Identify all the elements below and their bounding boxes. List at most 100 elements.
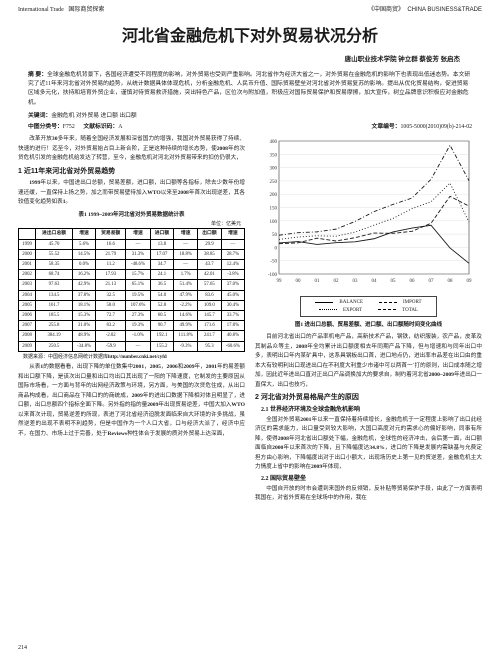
header-right-cn: 《中国商贸》 [368, 7, 404, 13]
table-cell: 55.52 [36, 249, 73, 259]
svg-text:99: 99 [277, 279, 283, 284]
table-row: 2007255.831.0%83.219.3%90.749.9%171.617.… [19, 321, 245, 331]
table-cell: 33.7% [221, 310, 244, 320]
table-cell: 29.9 [198, 239, 222, 249]
table-cell: 49.9% [174, 321, 198, 331]
header-left-cn: 国际商贸探索 [68, 7, 104, 13]
table-header-cell: 贸易差额 [96, 229, 126, 239]
table-cell: 2008 [19, 331, 36, 341]
class-no: F752 [63, 124, 75, 130]
table-header-cell [19, 229, 36, 239]
svg-text:00: 00 [296, 279, 302, 284]
table-header-cell: 进出口总额 [36, 229, 73, 239]
legend-item: IMPORT [375, 300, 426, 305]
svg-text:-50: -50 [270, 260, 277, 265]
svg-text:150: 150 [270, 207, 278, 212]
article-no-label: 文章编号： [372, 124, 401, 130]
table-cell: 11.2 [96, 260, 126, 270]
svg-text:08: 08 [448, 279, 454, 284]
table-cell: 145.7 [198, 310, 222, 320]
svg-text:09: 09 [467, 279, 473, 284]
table-row: 2009250.5-34.8%-59.9—155.2-9.3%95.3-60.6… [19, 341, 245, 351]
chart-legend: BALANCE IMPORT EXPORT TOTAL [255, 294, 482, 317]
svg-text:01: 01 [315, 279, 321, 284]
svg-text:06: 06 [410, 279, 416, 284]
table-cell: 185.5 [36, 310, 73, 320]
svg-text:03: 03 [353, 279, 359, 284]
svg-text:350: 350 [270, 153, 278, 158]
table-cell: 45.70 [36, 239, 73, 249]
body-columns: 改革开放30多年来，随着全国经济发展和深省国力的增强，我国对外贸易获得了持续、快… [0, 135, 500, 505]
table-cell: 28.7% [221, 249, 244, 259]
table-row: 2005161.718.1%58.0107.6%52.8-2.2%109.030… [19, 300, 245, 310]
left-column: 改革开放30多年来，随着全国经济发展和深省国力的增强，我国对外贸易获得了持续、快… [18, 135, 245, 505]
class-no-label: 中图分类号： [28, 124, 63, 130]
table-cell: 14.5% [72, 249, 95, 259]
table-unit: 单位：亿美元 [18, 221, 245, 229]
table-cell: 15.3% [72, 310, 95, 320]
intro-para: 改革开放30多年来，随着全国经济发展和深省国力的增强，我国对外贸易获得了持续、快… [18, 135, 245, 164]
page-number: 214 [18, 644, 27, 653]
table-cell: 2002 [19, 270, 36, 280]
chart-caption: 图1 进出口总额、贸易差额、进口额、出口额随时间变化曲线 [255, 321, 482, 329]
table-cell: — [174, 239, 198, 249]
table-row: 200158.350.0%11.2-48.6%34.7—43.712.4% [19, 260, 245, 270]
table-header-cell: 出口额 [198, 229, 222, 239]
table-cell: 38.85 [198, 249, 222, 259]
table-row: 200055.5214.5%21.7931.3%17.0718.8%38.852… [19, 249, 245, 259]
table-cell: -9.3% [174, 341, 198, 351]
table-cell: 37.0% [221, 280, 244, 290]
table-cell: -1.0% [126, 331, 150, 341]
table-cell: 57.65 [198, 280, 222, 290]
table-cell: 2005 [19, 300, 36, 310]
table-header-cell: 增速 [72, 229, 95, 239]
svg-text:04: 04 [372, 279, 378, 284]
table-cell: — [126, 239, 150, 249]
table-cell: 42.9% [72, 280, 95, 290]
table-cell: 19.3% [126, 321, 150, 331]
doc-code-label: 文献标识码： [83, 124, 118, 130]
table-cell: 13.8 [150, 239, 174, 249]
svg-text:05: 05 [391, 279, 397, 284]
table-cell: — [126, 341, 150, 351]
table-row: 199945.705.6%16.6—13.8—29.9— [19, 239, 245, 249]
keywords: 关键词：金融危机 对外贸易 进口额 出口额 [0, 112, 500, 123]
table-cell: 12.4% [221, 260, 244, 270]
svg-text:50: 50 [272, 233, 278, 238]
legend-item: TOTAL [374, 308, 422, 313]
table-cell: 155.2 [150, 341, 174, 351]
table-row: 200268.7416.2%17.9315.7%24.11.7%42.01-3.… [19, 270, 245, 280]
table-cell: 107.6% [126, 300, 150, 310]
table-row: 200397.6342.9%21.1365.1%36.551.4%57.6537… [19, 280, 245, 290]
abstract-text: 全球金融危机背景下，各国经济遭受不同程度的影响，对外贸易也受到严重影响。河北省作… [28, 72, 470, 106]
table-cell: 24.1 [150, 270, 174, 280]
section-1-para-3: 目前河北省出口的产品率机电产品，高新技术产品，钢铁，纺织服装，农产品，皮革及其制… [255, 333, 482, 390]
authors: 唐山职业技术学院 钟立群 蔡俊芳 张启杰 [0, 55, 500, 71]
table-cell: 21.79 [96, 249, 126, 259]
table-cell: 43.7 [198, 260, 222, 270]
table-cell: 21.13 [96, 280, 126, 290]
table-cell: 83.6 [198, 290, 222, 300]
right-column: -100-50050100150200250300350400990001020… [255, 135, 482, 505]
header-right-en: CHINA BUSINESS&TRADE [407, 7, 482, 13]
table-cell: 111.8% [174, 331, 198, 341]
table-source: 数据来源：中国经济信息网统计数据库http://number.cnki.net/… [18, 354, 245, 362]
table-cell: -60.6% [221, 341, 244, 351]
legend-item: EXPORT [315, 308, 366, 313]
table-cell: 241.7 [198, 331, 222, 341]
table-cell: 5.6% [72, 239, 95, 249]
table-cell: 17.93 [96, 270, 126, 280]
table-cell: -3.8% [221, 270, 244, 280]
table-cell: -34.8% [72, 341, 95, 351]
table-cell: 2001 [19, 260, 36, 270]
legend-item: BALANCE [311, 300, 367, 305]
table-cell: 34.7 [150, 260, 174, 270]
table-cell: 37.8% [72, 290, 95, 300]
table-cell: 40.8% [221, 331, 244, 341]
table-cell: 18.8% [174, 249, 198, 259]
table-cell: 58.35 [36, 260, 73, 270]
table-cell: 45.0% [221, 290, 244, 300]
article-no: 1005-5000(2010)09(b)-214-02 [401, 124, 472, 130]
table-cell: -2.02 [96, 331, 126, 341]
table-cell: 161.7 [36, 300, 73, 310]
